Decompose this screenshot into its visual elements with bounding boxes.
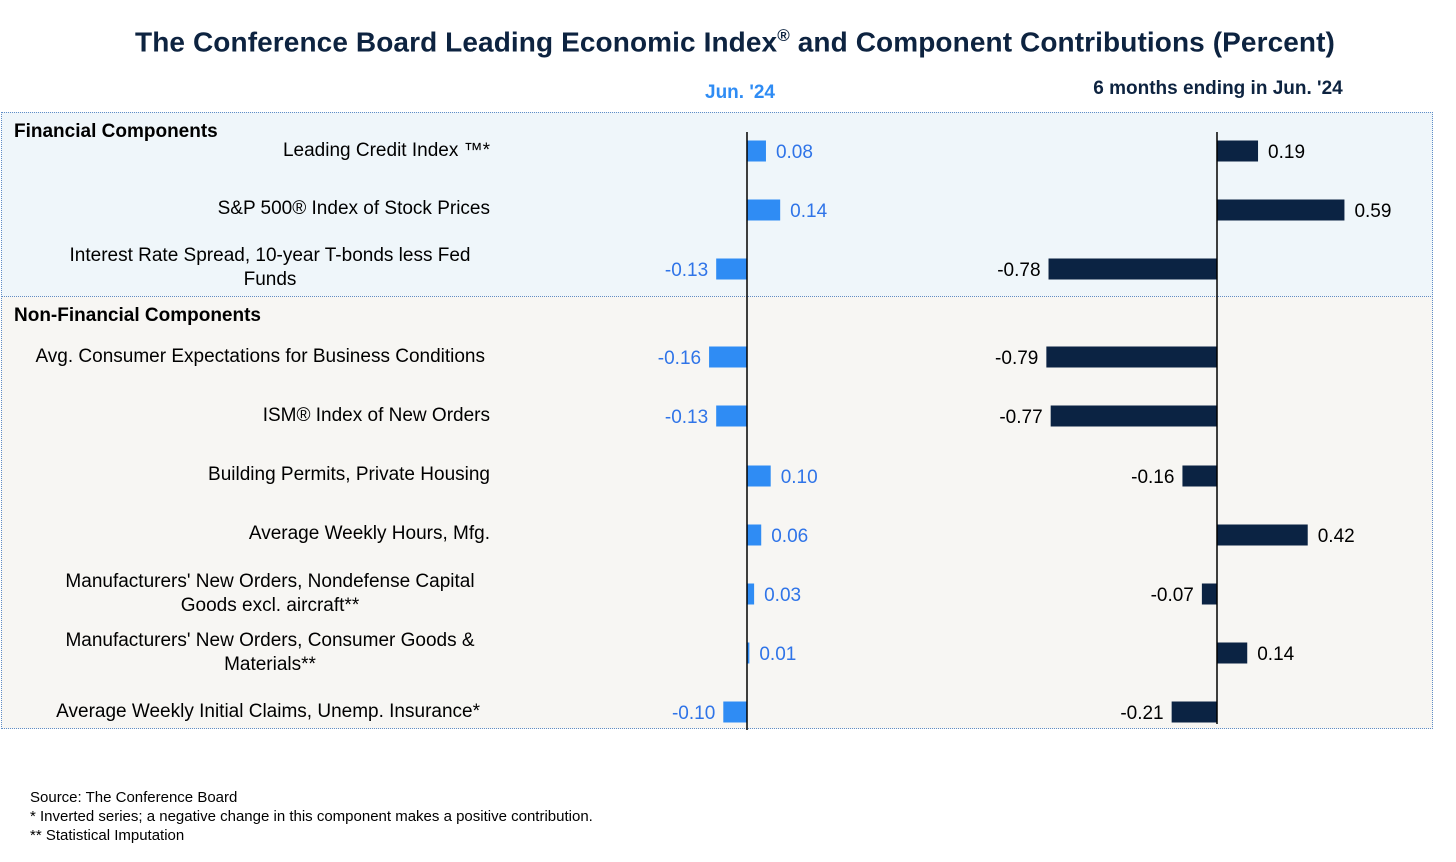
section-label-financial: Financial Components [14, 121, 218, 142]
row-label-line: Average Weekly Hours, Mfg. [248, 523, 490, 544]
section-label-non-financial: Non-Financial Components [14, 305, 261, 326]
footnote-source: Source: The Conference Board [30, 789, 238, 806]
row-label-line: S&P 500® Index of Stock Prices [217, 198, 490, 219]
footnotes: Source: The Conference Board * Inverted … [30, 788, 593, 845]
row-label-line: ISM® Index of New Orders [262, 405, 490, 426]
footnote-inverted: * Inverted series; a negative change in … [30, 808, 593, 825]
row-label-line: Avg. Consumer Expectations for Business … [35, 346, 485, 367]
row-label-line: Manufacturers' New Orders, Consumer Good… [65, 630, 475, 651]
row-label-line: Interest Rate Spread, 10-year T-bonds le… [69, 245, 471, 266]
row-label: Building Permits, Private Housing [0, 463, 490, 487]
row-label: ISM® Index of New Orders [0, 404, 490, 428]
row-label: Manufacturers' New Orders, Nondefense Ca… [20, 570, 520, 618]
column-header-monthly: Jun. '24 [705, 82, 775, 103]
row-label: Avg. Consumer Expectations for Business … [0, 345, 485, 369]
row-label-line: Goods excl. aircraft** [180, 595, 360, 616]
row-label-line: Average Weekly Initial Claims, Unemp. In… [56, 701, 480, 722]
row-label: Manufacturers' New Orders, Consumer Good… [20, 629, 520, 677]
row-label: Leading Credit Index ™* [0, 139, 490, 163]
row-label-line: Building Permits, Private Housing [208, 464, 490, 485]
row-label: Average Weekly Initial Claims, Unemp. In… [0, 700, 480, 724]
non-financial-components-panel: Non-Financial Components [1, 296, 1433, 729]
row-label-line: Leading Credit Index ™* [282, 140, 490, 161]
row-label: Average Weekly Hours, Mfg. [0, 522, 490, 546]
title-rest: and Component Contributions (Percent) [789, 26, 1335, 58]
row-label-line: Manufacturers' New Orders, Nondefense Ca… [65, 571, 475, 592]
chart-title: The Conference Board Leading Economic In… [0, 26, 1456, 58]
row-label-line: Funds [243, 269, 297, 290]
column-header-six-month: 6 months ending in Jun. '24 [1093, 78, 1343, 99]
row-label-line: Materials** [224, 654, 316, 675]
title-registered-mark: ® [777, 26, 790, 45]
row-label: Interest Rate Spread, 10-year T-bonds le… [20, 244, 520, 292]
footnote-imputation: ** Statistical Imputation [30, 827, 185, 844]
title-main: The Conference Board Leading Economic In… [135, 26, 778, 58]
row-label: S&P 500® Index of Stock Prices [0, 197, 490, 221]
